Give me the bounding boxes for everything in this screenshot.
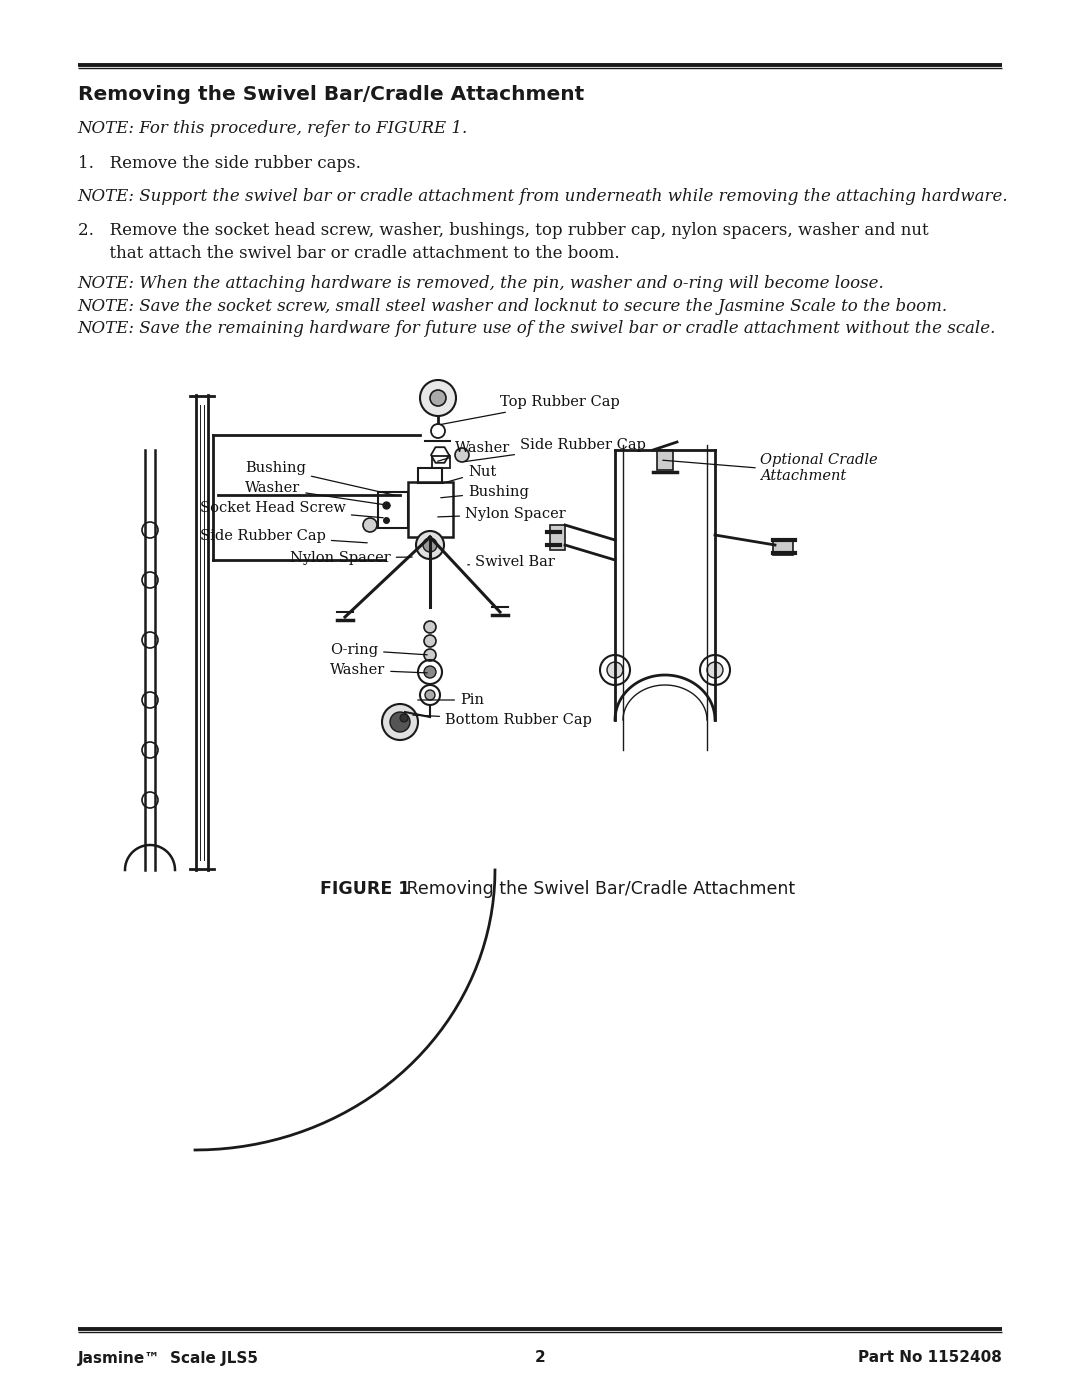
Circle shape xyxy=(400,714,408,722)
Text: Washer: Washer xyxy=(245,481,390,506)
Text: Washer: Washer xyxy=(330,664,428,678)
Circle shape xyxy=(390,712,410,732)
Text: Nylon Spacer: Nylon Spacer xyxy=(291,550,413,564)
Text: NOTE: Save the socket screw, small steel washer and locknut to secure the Jasmin: NOTE: Save the socket screw, small steel… xyxy=(78,298,948,314)
Circle shape xyxy=(416,531,444,559)
Text: NOTE: Save the remaining hardware for future use of the swivel bar or cradle att: NOTE: Save the remaining hardware for fu… xyxy=(78,320,996,337)
Text: NOTE: When the attaching hardware is removed, the pin, washer and o-ring will be: NOTE: When the attaching hardware is rem… xyxy=(78,275,885,292)
Text: Side Rubber Cap: Side Rubber Cap xyxy=(200,529,367,543)
Text: NOTE: For this procedure, refer to FIGURE 1.: NOTE: For this procedure, refer to FIGUR… xyxy=(78,120,468,137)
Text: NOTE: Support the swivel bar or cradle attachment from underneath while removing: NOTE: Support the swivel bar or cradle a… xyxy=(78,189,1009,205)
Text: that attach the swivel bar or cradle attachment to the boom.: that attach the swivel bar or cradle att… xyxy=(78,244,620,263)
Circle shape xyxy=(424,650,436,661)
Text: Optional Cradle: Optional Cradle xyxy=(760,453,878,467)
Circle shape xyxy=(707,662,723,678)
Bar xyxy=(418,468,442,483)
Bar xyxy=(378,492,408,528)
Text: 2: 2 xyxy=(535,1351,545,1365)
Text: Removing the Swivel Bar/Cradle Attachment: Removing the Swivel Bar/Cradle Attachmen… xyxy=(390,880,795,898)
Bar xyxy=(773,541,793,555)
Text: Bushing: Bushing xyxy=(245,461,395,496)
Circle shape xyxy=(424,666,436,678)
Bar xyxy=(657,450,673,469)
Circle shape xyxy=(424,622,436,633)
Circle shape xyxy=(455,448,469,462)
Circle shape xyxy=(423,538,437,552)
Text: FIGURE 1: FIGURE 1 xyxy=(320,880,410,898)
Circle shape xyxy=(363,518,377,532)
Circle shape xyxy=(420,380,456,416)
Bar xyxy=(550,525,565,550)
Text: Bushing: Bushing xyxy=(441,485,529,499)
Text: Socket Head Screw: Socket Head Screw xyxy=(200,502,383,518)
Text: Washer: Washer xyxy=(437,441,510,461)
Circle shape xyxy=(607,662,623,678)
Circle shape xyxy=(426,690,435,700)
Text: Part No 1152408: Part No 1152408 xyxy=(859,1351,1002,1365)
Circle shape xyxy=(424,636,436,647)
Text: Nut: Nut xyxy=(443,465,496,483)
Text: Swivel Bar: Swivel Bar xyxy=(468,555,555,569)
Circle shape xyxy=(430,390,446,407)
Text: Top Rubber Cap: Top Rubber Cap xyxy=(441,395,620,425)
Text: 2.   Remove the socket head screw, washer, bushings, top rubber cap, nylon space: 2. Remove the socket head screw, washer,… xyxy=(78,222,929,239)
Text: Nylon Spacer: Nylon Spacer xyxy=(437,507,566,521)
Text: Removing the Swivel Bar/Cradle Attachment: Removing the Swivel Bar/Cradle Attachmen… xyxy=(78,85,584,103)
Bar xyxy=(432,455,450,468)
Text: Pin: Pin xyxy=(418,693,484,707)
Text: 1.   Remove the side rubber caps.: 1. Remove the side rubber caps. xyxy=(78,155,361,172)
Text: Jasmine™  Scale JLS5: Jasmine™ Scale JLS5 xyxy=(78,1351,259,1365)
Text: O-ring: O-ring xyxy=(330,643,428,657)
Text: Side Rubber Cap: Side Rubber Cap xyxy=(464,439,646,461)
Text: Bottom Rubber Cap: Bottom Rubber Cap xyxy=(413,712,592,726)
Text: Attachment: Attachment xyxy=(760,469,847,483)
Circle shape xyxy=(382,704,418,740)
